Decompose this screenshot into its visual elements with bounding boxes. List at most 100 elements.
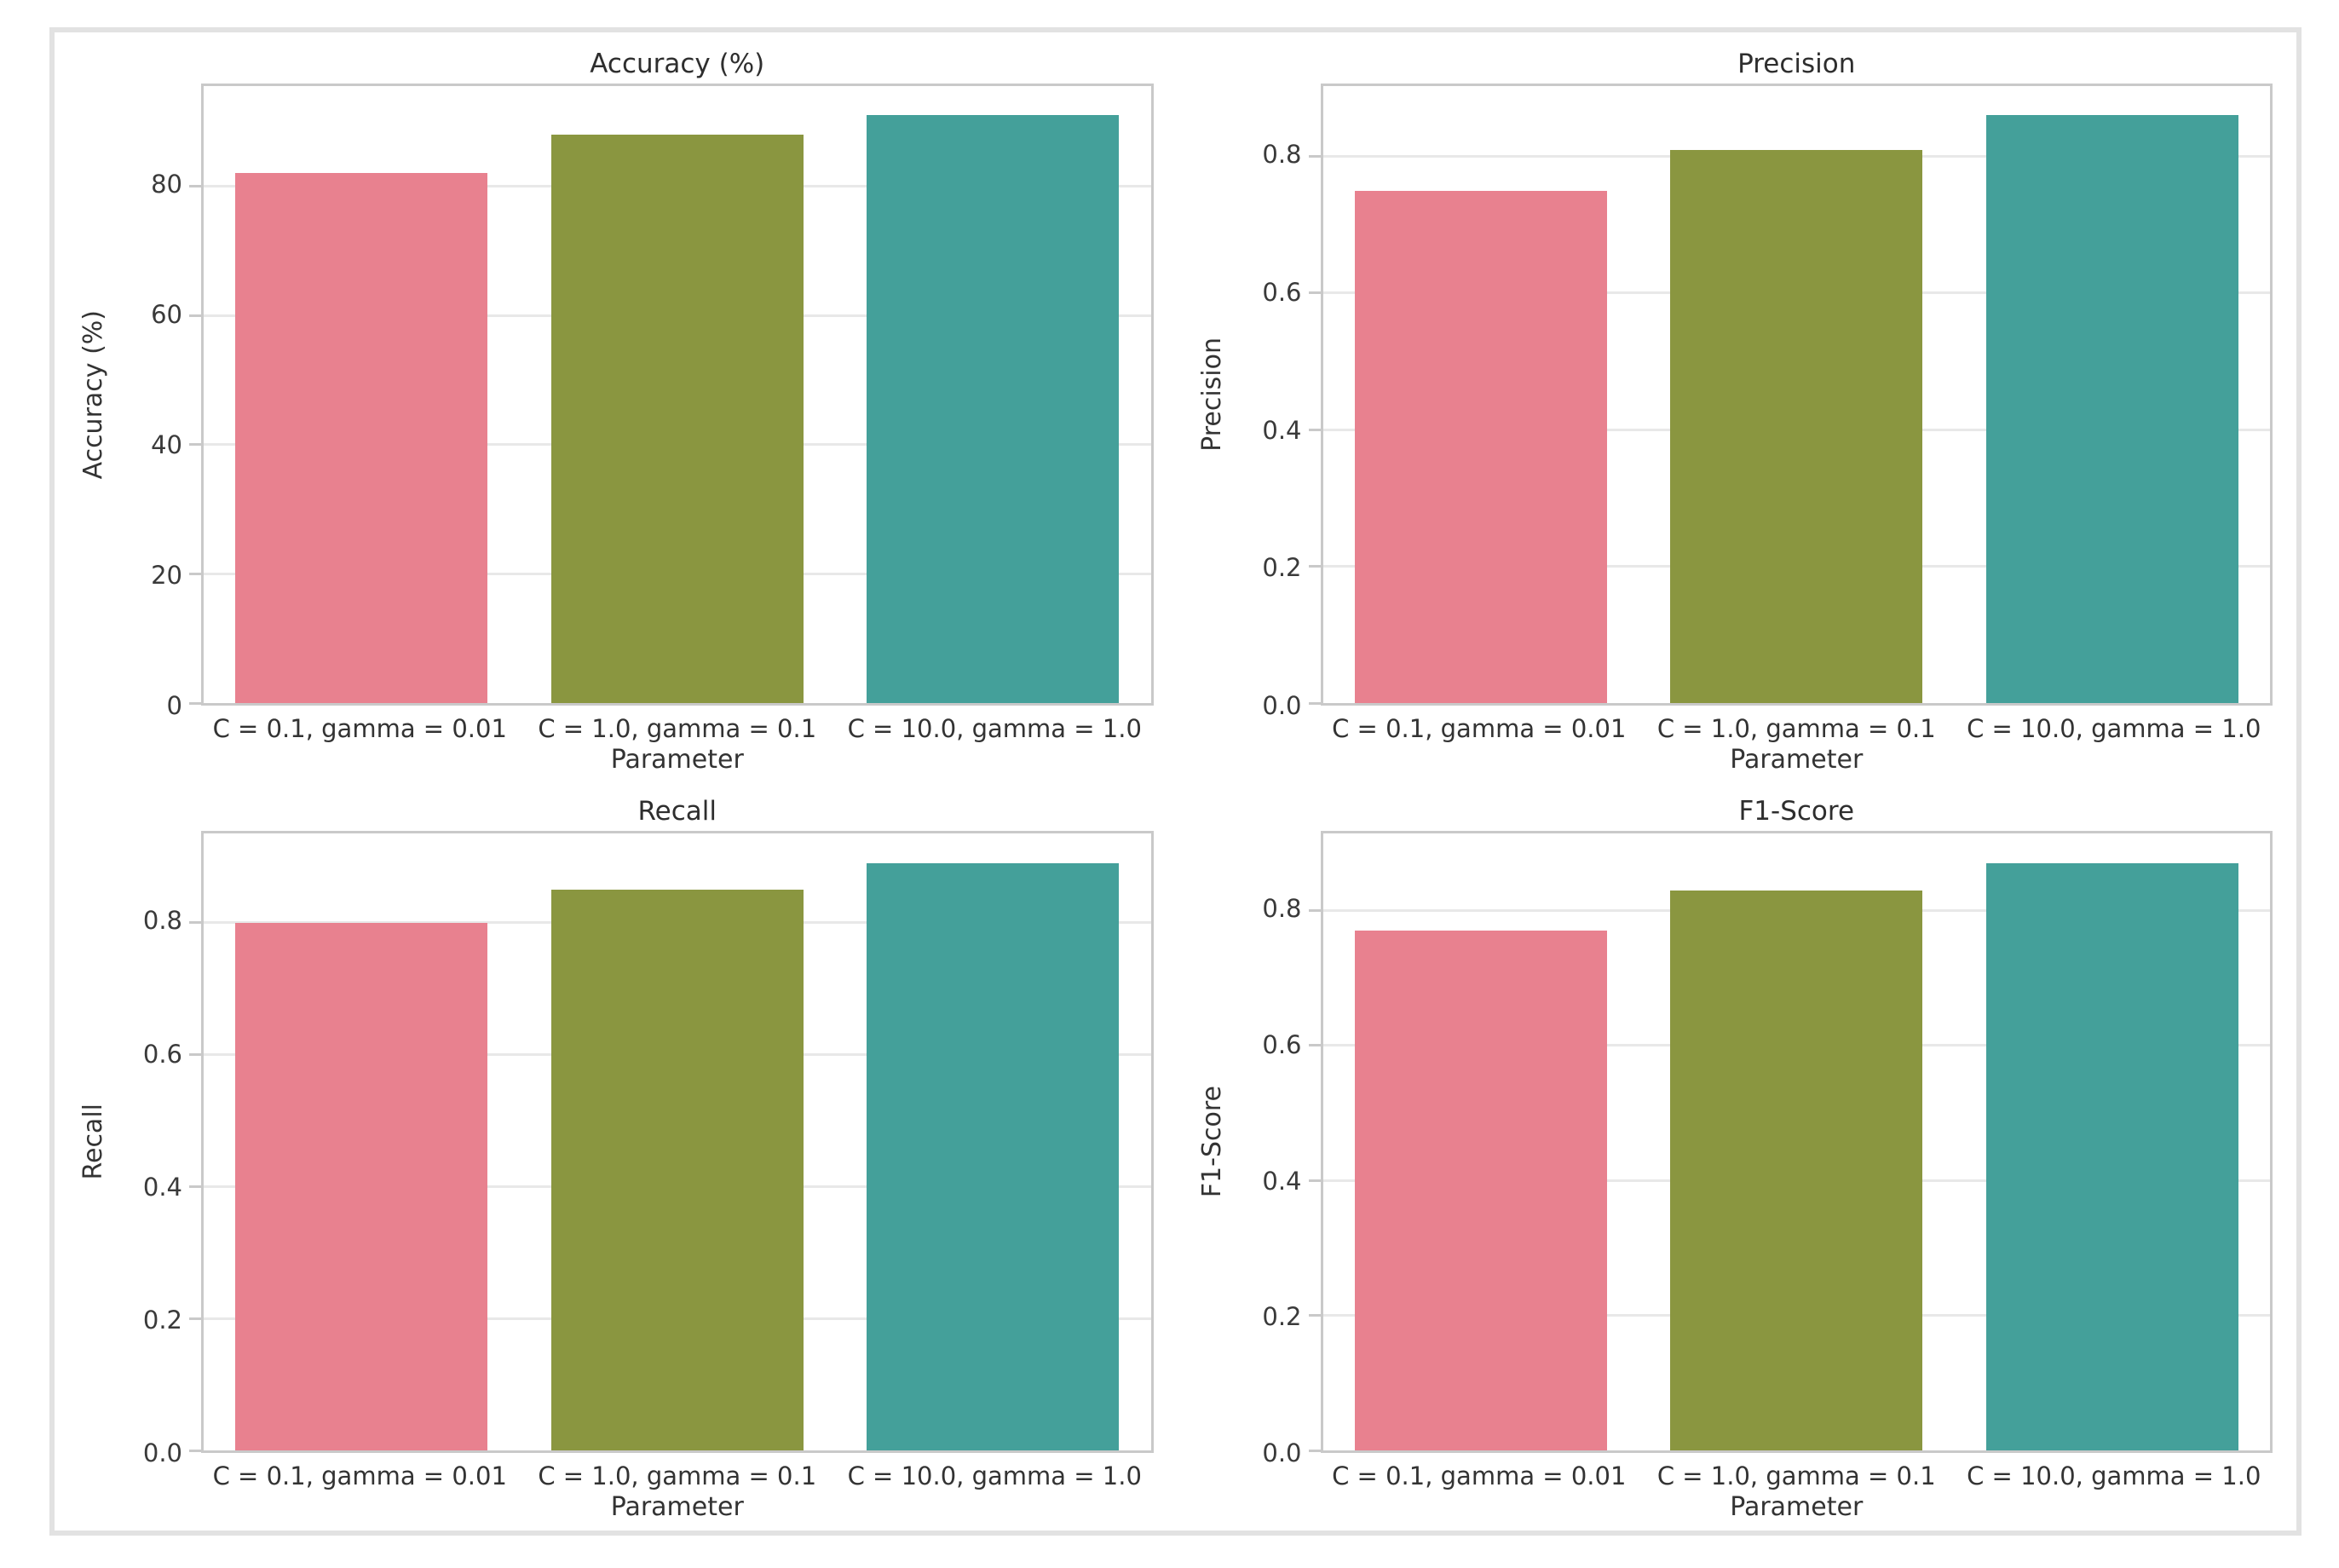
x-axis-label: Parameter xyxy=(610,745,744,775)
y-axis-label: Accuracy (%) xyxy=(78,309,108,480)
y-tick-label: 0.2 xyxy=(1262,1302,1302,1332)
x-tick-label: C = 0.1, gamma = 0.01 xyxy=(212,714,507,743)
y-tick-mark xyxy=(189,1052,201,1056)
y-axis-tick-labels: 0 20 40 60 80 xyxy=(112,84,201,720)
x-axis-tick-labels: C = 0.1, gamma = 0.01 C = 1.0, gamma = 0.… xyxy=(201,706,1154,743)
plot-row: F1-Score 0.0 0.2 0.4 0.6 0.8 xyxy=(1193,831,2273,1467)
x-tick-label: C = 1.0, gamma = 0.1 xyxy=(1656,1461,1936,1490)
y-tick-label: 0 xyxy=(166,691,182,720)
y-tick-label: 20 xyxy=(151,561,182,591)
chart-title: Precision xyxy=(1737,49,1856,79)
x-tick-label: C = 0.1, gamma = 0.01 xyxy=(1332,714,1627,743)
y-tick-label: 0.6 xyxy=(1262,277,1302,307)
y-axis-label: Recall xyxy=(78,1104,108,1180)
chart-precision: Precision Precision 0.0 0.2 0.4 0.6 0.8 C = … xyxy=(1193,44,2273,780)
y-tick-mark xyxy=(1308,1314,1321,1317)
accuracy-bar-1 xyxy=(235,173,488,703)
y-tick-mark xyxy=(1308,701,1321,705)
y-tick-mark xyxy=(1308,1179,1321,1182)
y-axis-label-wrap: Recall xyxy=(73,831,112,1453)
recall-bar-3 xyxy=(867,862,1120,1450)
y-tick-mark xyxy=(189,443,201,447)
y-tick-mark xyxy=(189,1185,201,1188)
plot-area xyxy=(189,84,1154,706)
y-axis-tick-labels: 0.0 0.2 0.4 0.6 0.8 xyxy=(112,831,201,1467)
y-tick-label: 0.2 xyxy=(142,1305,182,1335)
plot-area xyxy=(189,831,1154,1453)
x-axis-label: Parameter xyxy=(610,1492,744,1522)
y-axis-label-wrap: F1-Score xyxy=(1193,831,1232,1453)
y-tick-label: 80 xyxy=(151,170,182,199)
y-tick-label: 0.8 xyxy=(142,906,182,936)
plot-area xyxy=(1308,831,2273,1453)
chart-title: F1-Score xyxy=(1738,796,1855,827)
f1-score-bar-2 xyxy=(1670,890,1923,1450)
chart-recall: Recall Recall 0.0 0.2 0.4 0.6 0.8 C = 0.1, g… xyxy=(73,792,1154,1527)
y-tick-mark xyxy=(1308,908,1321,912)
x-tick-label: C = 1.0, gamma = 0.1 xyxy=(1656,714,1936,743)
y-tick-mark xyxy=(189,921,201,925)
y-tick-label: 60 xyxy=(151,300,182,330)
y-tick-mark xyxy=(1308,155,1321,159)
y-axis-label-wrap: Precision xyxy=(1193,84,1232,706)
x-tick-label: C = 10.0, gamma = 1.0 xyxy=(1967,1461,2261,1490)
y-tick-mark xyxy=(1308,428,1321,431)
y-tick-label: 0.8 xyxy=(1262,140,1302,170)
x-axis-tick-labels: C = 0.1, gamma = 0.01 C = 1.0, gamma = 0.… xyxy=(201,1453,1154,1490)
x-axis-tick-labels: C = 0.1, gamma = 0.01 C = 1.0, gamma = 0.… xyxy=(1321,1453,2273,1490)
accuracy-bar-3 xyxy=(867,115,1120,703)
y-tick-mark xyxy=(1308,565,1321,568)
chart-title: Accuracy (%) xyxy=(590,49,765,79)
y-axis-label-wrap: Accuracy (%) xyxy=(73,84,112,706)
x-axis-tick-labels: C = 0.1, gamma = 0.01 C = 1.0, gamma = 0.… xyxy=(1321,706,2273,743)
y-axis-label: F1-Score xyxy=(1197,1086,1227,1198)
y-axis-tick-labels: 0.0 0.2 0.4 0.6 0.8 xyxy=(1232,84,1321,720)
y-axis-label: Precision xyxy=(1197,337,1227,452)
y-tick-label: 0.4 xyxy=(1262,415,1302,445)
y-tick-label: 0.8 xyxy=(1262,894,1302,924)
recall-bar-2 xyxy=(550,889,804,1450)
y-tick-mark xyxy=(189,314,201,317)
x-tick-label: C = 0.1, gamma = 0.01 xyxy=(1332,1461,1627,1490)
f1-score-bar-3 xyxy=(1985,862,2238,1450)
precision-bar-3 xyxy=(1985,115,2238,703)
x-axis-label: Parameter xyxy=(1730,745,1864,775)
precision-bar-1 xyxy=(1354,190,1607,703)
chart-accuracy: Accuracy (%) Accuracy (%) 0 20 40 60 80 C = … xyxy=(73,44,1154,780)
y-tick-mark xyxy=(189,572,201,575)
subplot-grid: Accuracy (%) Accuracy (%) 0 20 40 60 80 C = … xyxy=(73,44,2273,1527)
accuracy-bar-2 xyxy=(550,134,804,703)
y-tick-mark xyxy=(1308,1449,1321,1452)
y-tick-mark xyxy=(189,1317,201,1320)
precision-bar-2 xyxy=(1670,149,1923,703)
y-tick-label: 0.0 xyxy=(1262,1438,1302,1467)
plot-row: Recall 0.0 0.2 0.4 0.6 0.8 xyxy=(73,831,1154,1467)
x-tick-label: C = 0.1, gamma = 0.01 xyxy=(212,1461,507,1490)
chart-f1-score: F1-Score F1-Score 0.0 0.2 0.4 0.6 0.8 C = 0.… xyxy=(1193,792,2273,1527)
y-tick-label: 40 xyxy=(151,430,182,460)
x-tick-label: C = 10.0, gamma = 1.0 xyxy=(1967,714,2261,743)
recall-bar-1 xyxy=(235,922,488,1450)
y-tick-label: 0.4 xyxy=(1262,1166,1302,1196)
y-tick-mark xyxy=(189,1449,201,1452)
chart-title: Recall xyxy=(637,796,717,827)
f1-score-bar-1 xyxy=(1354,931,1607,1450)
y-tick-mark xyxy=(189,185,201,188)
y-tick-label: 0.0 xyxy=(1262,691,1302,720)
y-tick-label: 0.0 xyxy=(142,1438,182,1467)
y-tick-mark xyxy=(1308,1044,1321,1047)
y-tick-mark xyxy=(189,701,201,705)
y-tick-label: 0.6 xyxy=(1262,1029,1302,1059)
x-tick-label: C = 1.0, gamma = 0.1 xyxy=(538,1461,817,1490)
y-axis-tick-labels: 0.0 0.2 0.4 0.6 0.8 xyxy=(1232,831,1321,1467)
y-tick-label: 0.2 xyxy=(1262,553,1302,583)
y-tick-label: 0.4 xyxy=(142,1172,182,1202)
x-axis-label: Parameter xyxy=(1730,1492,1864,1522)
plot-row: Accuracy (%) 0 20 40 60 80 xyxy=(73,84,1154,720)
x-tick-label: C = 1.0, gamma = 0.1 xyxy=(538,714,817,743)
x-tick-label: C = 10.0, gamma = 1.0 xyxy=(847,1461,1142,1490)
x-tick-label: C = 10.0, gamma = 1.0 xyxy=(847,714,1142,743)
plot-row: Precision 0.0 0.2 0.4 0.6 0.8 xyxy=(1193,84,2273,720)
plot-area xyxy=(1308,84,2273,706)
